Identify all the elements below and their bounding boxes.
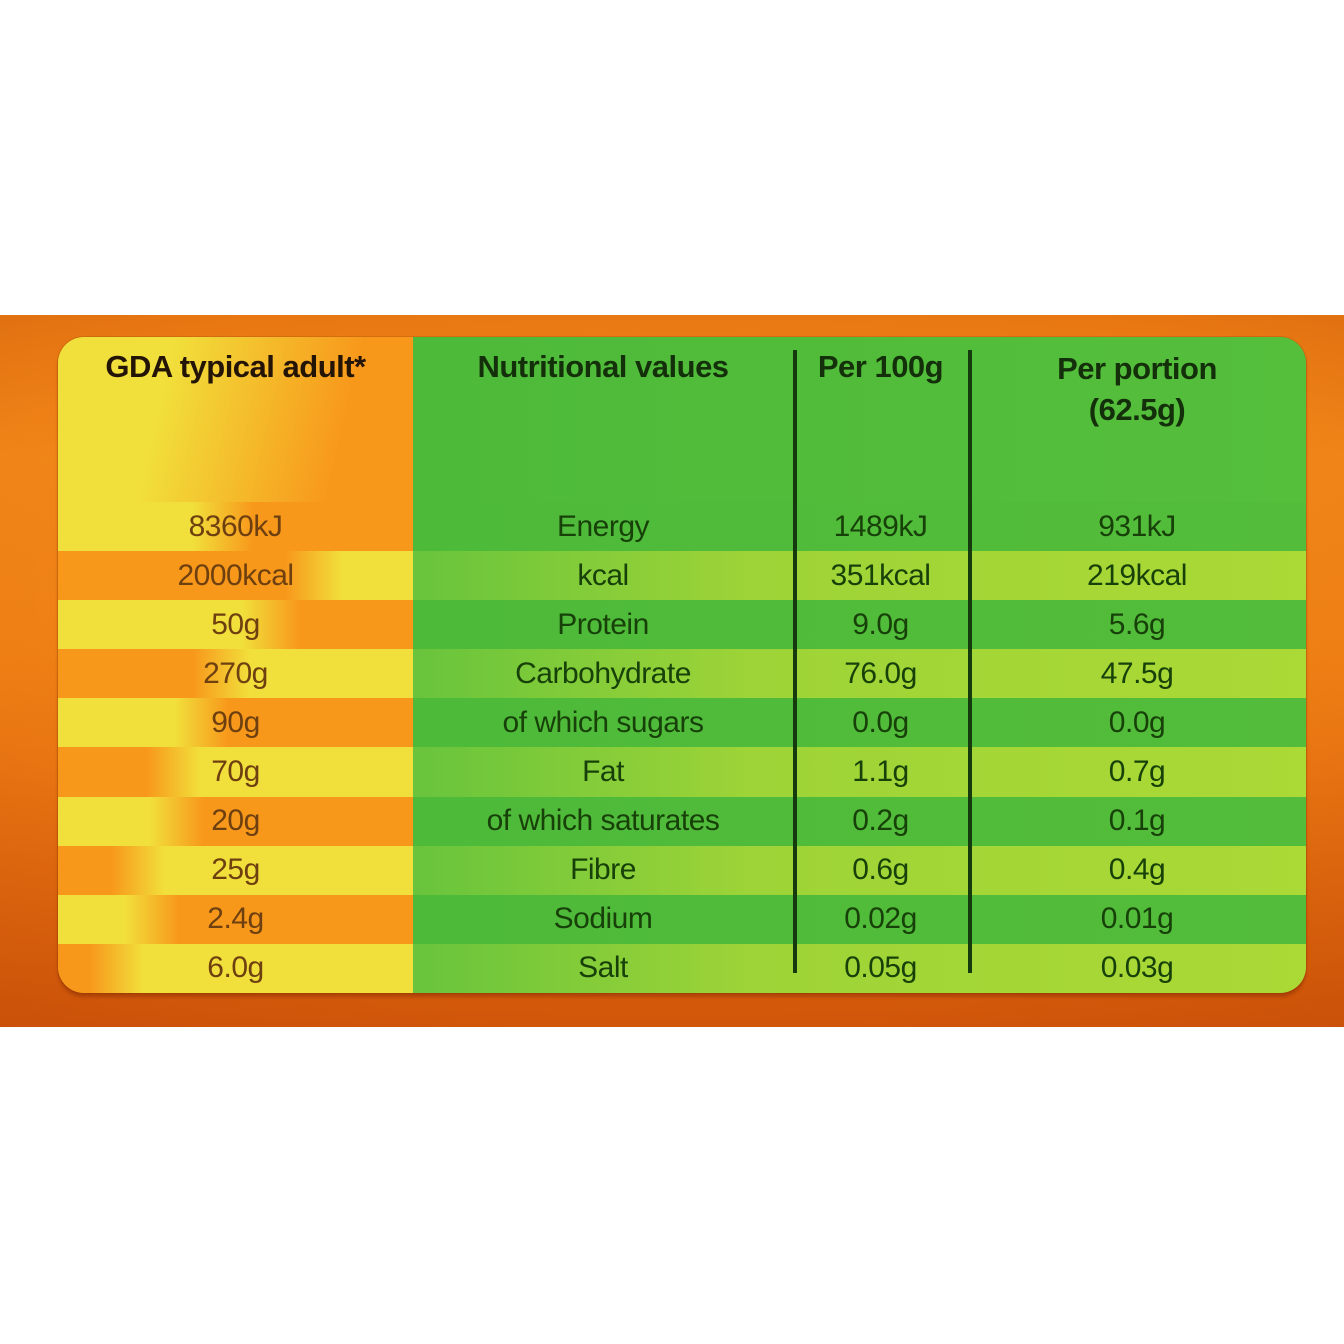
gda-value: 2000kcal — [58, 551, 413, 601]
gda-value: 2.4g — [58, 894, 413, 944]
per-portion-value: 0.0g — [1108, 705, 1166, 739]
per-portion-line2: (62.5g) — [1088, 391, 1186, 427]
per-100g-value: 76.0g — [844, 656, 917, 690]
table-row-fat: 70g Fat 1.1g 0.7g — [58, 747, 1306, 797]
nutrient-label: Fibre — [570, 853, 636, 887]
table-row-carbohydrate: 270g Carbohydrate 76.0g 47.5g — [58, 649, 1306, 699]
per-100g-value: 0.6g — [852, 853, 909, 887]
per-100g-value: 1.1g — [852, 755, 909, 789]
per-100g-value: 0.0g — [852, 705, 909, 739]
nutrient-label: of which sugars — [502, 705, 704, 739]
per-100g-value: 0.02g — [844, 902, 917, 936]
per-portion-value: 0.03g — [1100, 951, 1174, 985]
gda-value: 20g — [58, 796, 413, 846]
per-portion-header: Per portion (62.5g) — [1057, 349, 1217, 431]
per-portion-line1: Per portion — [1057, 351, 1217, 386]
nutrient-label: Carbohydrate — [515, 656, 691, 690]
per-100g-header-cell: Per 100g — [793, 337, 968, 385]
per-100g-value: 0.2g — [852, 804, 909, 838]
table-row-sugars: 90g of which sugars 0.0g 0.0g — [58, 698, 1306, 748]
nutrient-label: Salt — [578, 951, 628, 985]
gda-value: 6.0g — [58, 943, 413, 993]
nutrient-label: of which saturates — [486, 804, 720, 838]
per-portion-value: 47.5g — [1100, 656, 1174, 690]
nutrient-label: Fat — [582, 755, 624, 789]
column-divider-left — [793, 350, 797, 973]
gda-value: 70g — [58, 747, 413, 797]
table-row-protein: 50g Protein 9.0g 5.6g — [58, 600, 1306, 650]
per-portion-value: 0.4g — [1108, 853, 1166, 887]
nutrition-table: GDA typical adult* Nutritional values Pe… — [58, 337, 1306, 993]
package-photo-background: GDA typical adult* Nutritional values Pe… — [0, 315, 1344, 1027]
column-divider-right — [968, 350, 972, 973]
per-portion-value: 0.1g — [1108, 804, 1166, 838]
table-header-row: GDA typical adult* Nutritional values Pe… — [58, 337, 1306, 502]
gda-value: 90g — [58, 698, 413, 748]
table-body: 8360kJ Energy 1489kJ 931kJ 2000kcal kcal… — [58, 502, 1306, 993]
green-header-cells: Nutritional values Per 100g Per portion … — [413, 337, 1306, 502]
nutritional-values-header-cell: Nutritional values — [413, 337, 793, 385]
per-portion-header-cell: Per portion (62.5g) — [968, 337, 1306, 431]
per-100g-value: 351kcal — [830, 558, 931, 592]
table-row-salt: 6.0g Salt 0.05g 0.03g — [58, 943, 1306, 993]
nutritional-values-header: Nutritional values — [477, 349, 729, 384]
per-100g-value: 1489kJ — [833, 509, 928, 543]
gda-value: 8360kJ — [58, 502, 413, 552]
table-row-saturates: 20g of which saturates 0.2g 0.1g — [58, 796, 1306, 846]
gda-value: 270g — [58, 649, 413, 699]
nutrient-label: Energy — [556, 509, 650, 543]
gda-value: 25g — [58, 845, 413, 895]
table-row-sodium: 2.4g Sodium 0.02g 0.01g — [58, 894, 1306, 944]
table-row-energy: 8360kJ Energy 1489kJ 931kJ — [58, 502, 1306, 552]
per-portion-value: 219kcal — [1087, 558, 1187, 592]
nutrient-label: Protein — [557, 607, 649, 641]
gda-value: 50g — [58, 600, 413, 650]
per-portion-value: 0.7g — [1108, 755, 1166, 789]
per-portion-value: 0.01g — [1100, 902, 1174, 936]
per-100g-header: Per 100g — [817, 349, 944, 384]
table-row-kcal: 2000kcal kcal 351kcal 219kcal — [58, 551, 1306, 601]
gda-header-label: GDA typical adult* — [105, 349, 366, 384]
nutrient-label: Sodium — [553, 902, 653, 936]
gda-header-cell: GDA typical adult* — [58, 337, 413, 502]
nutrient-label: kcal — [577, 558, 629, 592]
per-100g-value: 9.0g — [852, 607, 909, 641]
per-portion-value: 5.6g — [1108, 607, 1166, 641]
per-portion-value: 931kJ — [1098, 509, 1176, 543]
per-100g-value: 0.05g — [844, 951, 917, 985]
table-row-fibre: 25g Fibre 0.6g 0.4g — [58, 845, 1306, 895]
